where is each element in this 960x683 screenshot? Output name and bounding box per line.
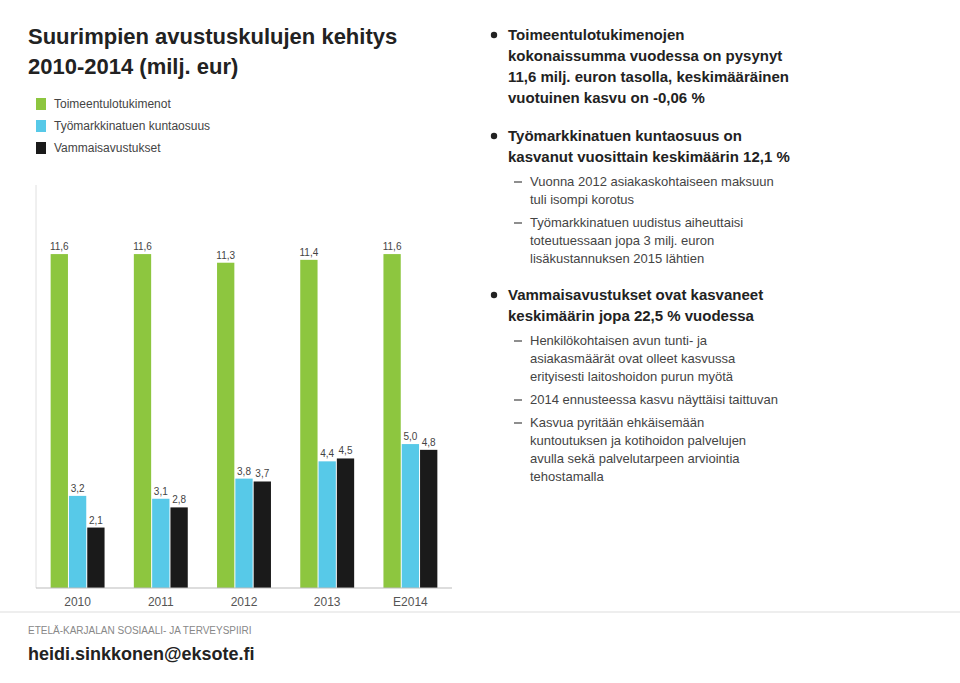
data-label: 2,1	[89, 515, 103, 526]
data-label: 11,6	[50, 241, 69, 252]
bar	[235, 479, 252, 588]
annotation-line: 11,6 milj. euron tasolla, keskimääräinen	[508, 68, 789, 85]
annotation-line: vuotuinen kasvu on -0,06 %	[508, 89, 705, 106]
data-label: 11,6	[133, 241, 152, 252]
annotation-note: tehostamalla	[530, 469, 604, 484]
bar	[402, 444, 419, 588]
footer-large: heidi.sinkkonen@eksote.fi	[28, 644, 255, 664]
data-label: 3,2	[71, 483, 85, 494]
annotation-note: Kasvua pyritään ehkäisemään	[530, 415, 704, 430]
annotation-note: 2014 ennusteessa kasvu näyttäisi taittuv…	[530, 392, 778, 407]
data-label: 3,1	[154, 486, 168, 497]
bullet	[491, 292, 497, 298]
annotation-note: toteutuessaan jopa 3 milj. euron	[530, 233, 714, 248]
data-label: 11,4	[300, 247, 319, 258]
annotation-line: kasvanut vuosittain keskimäärin 12,1 %	[508, 148, 790, 165]
data-label: 3,7	[255, 468, 269, 479]
footer-rule	[0, 612, 960, 613]
annotation-line: kokonaissumma vuodessa on pysynyt	[508, 47, 782, 64]
bullet	[491, 133, 497, 139]
data-labels: 11,6 11,6 11,3 11,4 11,6 3,2 3,1 3,8 4,4 5,0 2,1 2,…	[50, 241, 436, 525]
bar	[152, 499, 169, 588]
annotation-note: Vuonna 2012 asiakaskohtaiseen maksuun	[530, 174, 774, 189]
annotations: Toimeentulotukimenojen kokonaissumma vuod…	[491, 26, 790, 484]
annotation-note: tuli isompi korotus	[530, 192, 635, 207]
bar	[254, 481, 271, 588]
bars	[51, 254, 438, 588]
bar	[319, 461, 336, 588]
annotation-line: Toimeentulotukimenojen	[508, 26, 684, 43]
data-label: 4,5	[339, 445, 353, 456]
data-label: 4,4	[320, 448, 334, 459]
legend-swatch	[36, 120, 46, 132]
legend-label: Työmarkkinatuen kuntaosuus	[54, 119, 210, 133]
subtitle: 2010-2014 (milj. eur)	[28, 54, 238, 79]
x-axis-line	[36, 588, 452, 589]
note-dash	[514, 340, 522, 341]
note-dash	[514, 222, 522, 223]
bar	[420, 450, 437, 588]
bar	[51, 254, 68, 588]
bullet	[491, 32, 497, 38]
annotation-note: Työmarkkinatuen uudistus aiheuttaisi	[530, 215, 743, 230]
data-label: 11,3	[216, 250, 235, 261]
annotation-note: asiakasmäärät ovat olleet kasvussa	[530, 351, 736, 366]
x-tick-label: E2014	[393, 595, 428, 609]
bar	[217, 263, 234, 588]
data-label: 3,8	[237, 466, 251, 477]
footer-small: ETELÄ-KARJALAN SOSIAALI- JA TERVEYSPIIRI	[28, 625, 252, 636]
note-dash	[514, 181, 522, 182]
annotation-line: keskimäärin jopa 22,5 % vuodessa	[508, 307, 755, 324]
legend-swatch	[36, 142, 46, 154]
legend-swatch	[36, 98, 46, 110]
annotation-note: erityisesti laitoshoidon purun myötä	[530, 369, 734, 384]
annotation-note: kuntoutuksen ja kotihoidon palvelujen	[530, 433, 746, 448]
annotation-line: Työmarkkinatuen kuntaosuus on	[508, 127, 742, 144]
x-tick-label: 2012	[231, 595, 258, 609]
legend: Toimeentulotukimenot Työmarkkinatuen kunt…	[36, 97, 210, 155]
x-tick-label: 2013	[314, 595, 341, 609]
annotation-line: Vammaisavustukset ovat kasvaneet	[508, 286, 763, 303]
data-label: 5,0	[403, 431, 417, 442]
data-label: 4,8	[422, 437, 436, 448]
x-tick-label: 2011	[148, 595, 174, 609]
y-range-line	[36, 185, 37, 588]
annotation-note: avulla sekä palvelutarpeen arviointia	[530, 451, 740, 466]
title: Suurimpien avustuskulujen kehitys	[28, 24, 397, 49]
legend-label: Toimeentulotukimenot	[54, 97, 171, 111]
annotation-note: Henkilökohtaisen avun tunti- ja	[530, 333, 708, 348]
bar	[69, 496, 86, 588]
bar	[337, 458, 354, 588]
bar	[170, 507, 187, 588]
chart: Suurimpien avustuskulujen kehitys 2010-20…	[0, 0, 960, 683]
x-tick-label: 2010	[64, 595, 91, 609]
bar	[87, 528, 104, 588]
data-label: 11,6	[383, 241, 402, 252]
bar	[383, 254, 400, 588]
bar	[134, 254, 151, 588]
legend-label: Vammaisavustukset	[54, 141, 161, 155]
note-dash	[514, 399, 522, 400]
data-label: 2,8	[172, 494, 186, 505]
bar	[300, 260, 317, 588]
note-dash	[514, 422, 522, 423]
annotation-note: lisäkustannuksen 2015 lähtien	[530, 251, 704, 266]
